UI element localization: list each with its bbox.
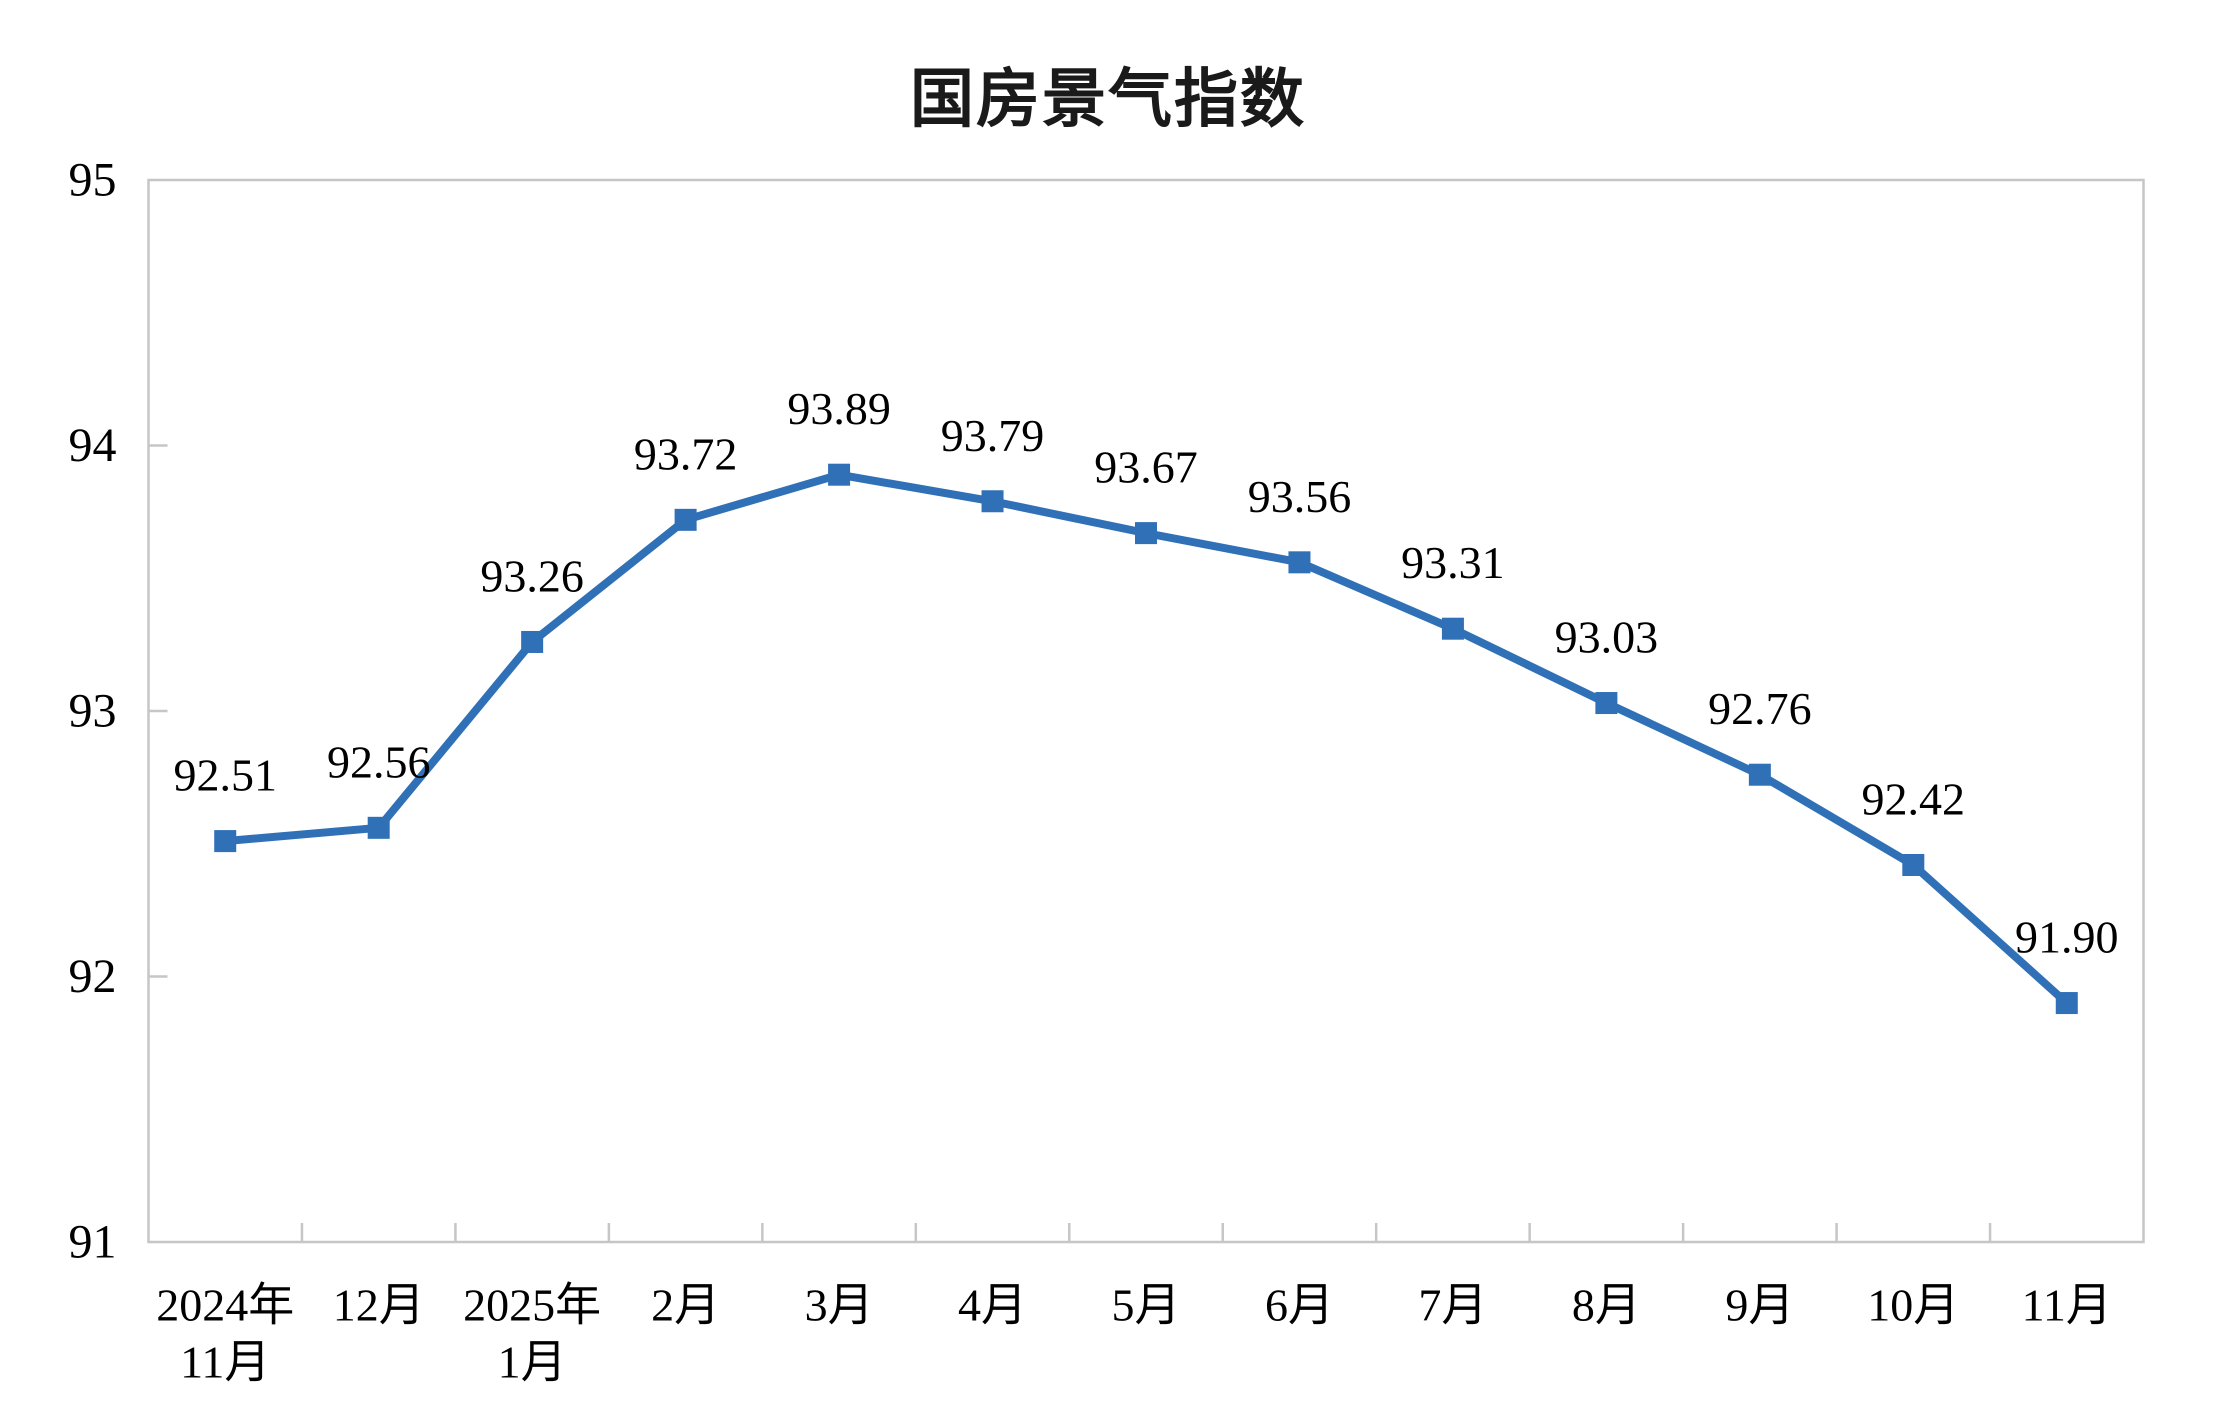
x-tick-label: 12月 — [333, 1280, 425, 1331]
data-point-marker — [828, 463, 851, 486]
x-tick-label: 6月 — [1265, 1280, 1334, 1331]
data-point-marker — [1441, 617, 1464, 640]
data-point-marker — [521, 630, 544, 653]
data-point-marker — [981, 490, 1004, 513]
data-point-label: 93.67 — [1094, 442, 1198, 493]
x-tick-label: 11月 — [180, 1337, 270, 1388]
x-tick-label: 7月 — [1418, 1280, 1487, 1331]
data-point-label: 92.42 — [1862, 773, 1966, 824]
y-tick-label: 92 — [69, 950, 117, 1003]
data-point-label: 93.89 — [787, 383, 891, 434]
x-tick-label: 8月 — [1572, 1280, 1641, 1331]
data-point-label: 92.51 — [173, 750, 277, 801]
data-point-marker — [367, 816, 390, 839]
data-point-label: 92.76 — [1708, 683, 1812, 734]
data-point-label: 93.72 — [634, 428, 738, 479]
chart-title: 国房景气指数 — [910, 63, 1306, 137]
x-tick-label: 2025年 — [463, 1280, 601, 1331]
data-point-label: 93.79 — [941, 410, 1045, 461]
y-tick-label: 93 — [69, 685, 117, 738]
y-tick-label: 95 — [69, 154, 117, 207]
data-point-marker — [2055, 992, 2078, 1015]
x-tick-label: 4月 — [958, 1280, 1027, 1331]
y-tick-label: 94 — [69, 419, 117, 472]
data-point-marker — [1902, 853, 1925, 876]
data-point-label: 91.90 — [2015, 912, 2119, 963]
data-point-label: 92.56 — [327, 736, 431, 787]
data-point-marker — [674, 508, 697, 531]
x-tick-label: 2月 — [651, 1280, 720, 1331]
x-tick-label: 9月 — [1725, 1280, 1794, 1331]
x-tick-label: 1月 — [498, 1337, 567, 1388]
data-point-marker — [1135, 522, 1157, 545]
x-tick-label: 10月 — [1867, 1280, 1959, 1331]
x-tick-label: 2024年 — [156, 1280, 294, 1331]
data-point-label: 93.56 — [1248, 471, 1352, 522]
x-tick-label: 5月 — [1112, 1280, 1181, 1331]
data-point-marker — [1288, 551, 1311, 574]
plot-frame — [147, 178, 2145, 1244]
data-point-marker — [1595, 692, 1618, 715]
x-tick-label: 3月 — [805, 1280, 874, 1331]
data-point-marker — [1748, 763, 1771, 786]
data-point-label: 93.03 — [1555, 612, 1659, 663]
data-point-marker — [214, 830, 237, 853]
data-point-label: 93.31 — [1401, 537, 1505, 588]
y-tick-label: 91 — [69, 1216, 117, 1269]
x-tick-label: 11月 — [2022, 1280, 2112, 1331]
data-point-label: 93.26 — [480, 550, 584, 601]
